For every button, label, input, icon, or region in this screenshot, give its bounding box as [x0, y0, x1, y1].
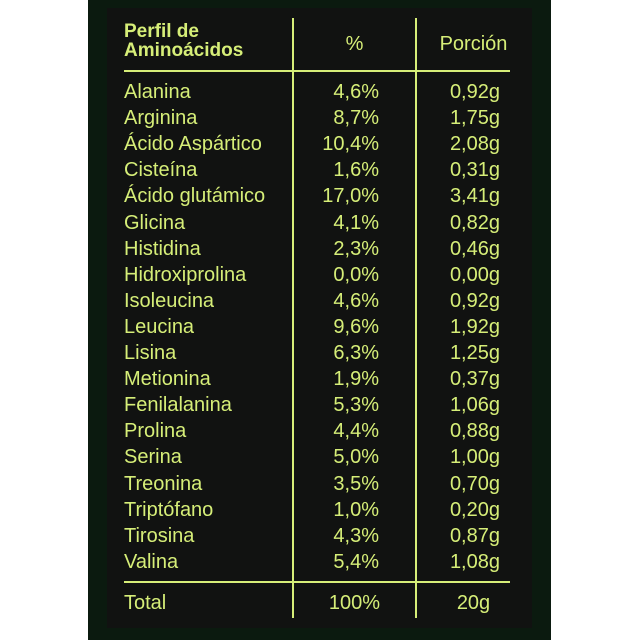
- row-percent: 4,6%: [333, 81, 379, 103]
- row-percent: 1,6%: [333, 159, 379, 182]
- header-rule: [124, 70, 510, 72]
- row-percent: 10,4%: [322, 133, 379, 156]
- row-portion: 0,20g: [449, 498, 500, 521]
- column-divider: [415, 18, 417, 618]
- row-portion: 0,37g: [449, 368, 500, 391]
- row-name: Leucina: [124, 315, 195, 338]
- row-percent: 4,4%: [333, 420, 379, 443]
- total-portion: 20g: [456, 592, 491, 614]
- nutrition-table: [107, 8, 532, 628]
- column-divider: [292, 18, 294, 618]
- row-name: Lisina: [124, 342, 177, 364]
- row-name: Ácido glutámico: [124, 185, 266, 208]
- header-percent: %: [345, 33, 364, 55]
- row-portion: 2,08g: [449, 133, 500, 156]
- row-name: Valina: [124, 550, 179, 573]
- row-name: Treonina: [124, 472, 203, 495]
- total-percent: 100%: [328, 592, 381, 614]
- total-name: Total: [124, 592, 167, 614]
- row-percent: 5,0%: [333, 446, 379, 469]
- row-name: Histidina: [124, 237, 201, 260]
- row-name: Glicina: [124, 211, 186, 234]
- row-portion: 1,92g: [449, 315, 500, 338]
- row-percent: 17,0%: [322, 185, 379, 208]
- row-percent: 4,3%: [333, 524, 379, 547]
- row-name: Tirosina: [124, 524, 195, 547]
- header-portion: Porción: [439, 33, 508, 55]
- row-percent: 2,3%: [333, 237, 379, 260]
- row-portion: 0,31g: [449, 159, 500, 182]
- row-percent: 4,6%: [333, 289, 379, 312]
- row-name: Metionina: [124, 368, 211, 391]
- row-name: Serina: [124, 446, 182, 469]
- row-percent: 5,4%: [333, 550, 379, 573]
- row-portion: 0,87g: [449, 524, 500, 547]
- row-name: Cisteína: [124, 159, 198, 182]
- row-portion: 0,70g: [449, 472, 500, 495]
- row-percent: 1,0%: [333, 498, 379, 521]
- row-portion: 0,92g: [449, 81, 500, 103]
- row-portion: 0,46g: [449, 237, 500, 260]
- row-percent: 0,0%: [333, 263, 379, 286]
- row-portion: 1,06g: [449, 394, 500, 417]
- row-name: Alanina: [124, 81, 191, 103]
- row-portion: 1,25g: [449, 342, 500, 364]
- row-name: Arginina: [124, 107, 198, 130]
- row-percent: 3,5%: [333, 472, 379, 495]
- row-name: Prolina: [124, 420, 187, 443]
- row-portion: 1,08g: [449, 550, 500, 573]
- row-portion: 0,82g: [449, 211, 500, 234]
- row-percent: 4,1%: [333, 211, 379, 234]
- row-portion: 0,88g: [449, 420, 500, 443]
- row-portion: 1,75g: [449, 107, 500, 130]
- row-portion: 3,41g: [449, 185, 500, 208]
- row-percent: 9,6%: [333, 315, 379, 338]
- row-percent: 5,3%: [333, 394, 379, 417]
- row-name: Triptófano: [124, 498, 214, 521]
- row-name: Fenilalanina: [124, 394, 232, 417]
- row-portion: 0,92g: [449, 289, 500, 312]
- row-percent: 1,9%: [333, 368, 379, 391]
- header-name: Perfil de Aminoácidos: [124, 21, 244, 61]
- row-portion: 0,00g: [449, 263, 500, 286]
- row-portion: 1,00g: [449, 446, 500, 469]
- row-name: Hidroxiprolina: [124, 263, 247, 286]
- row-name: Isoleucina: [124, 289, 215, 312]
- row-percent: 8,7%: [333, 107, 379, 130]
- total-rule: [124, 581, 510, 583]
- row-percent: 6,3%: [333, 342, 379, 364]
- row-name: Ácido Aspártico: [124, 133, 262, 156]
